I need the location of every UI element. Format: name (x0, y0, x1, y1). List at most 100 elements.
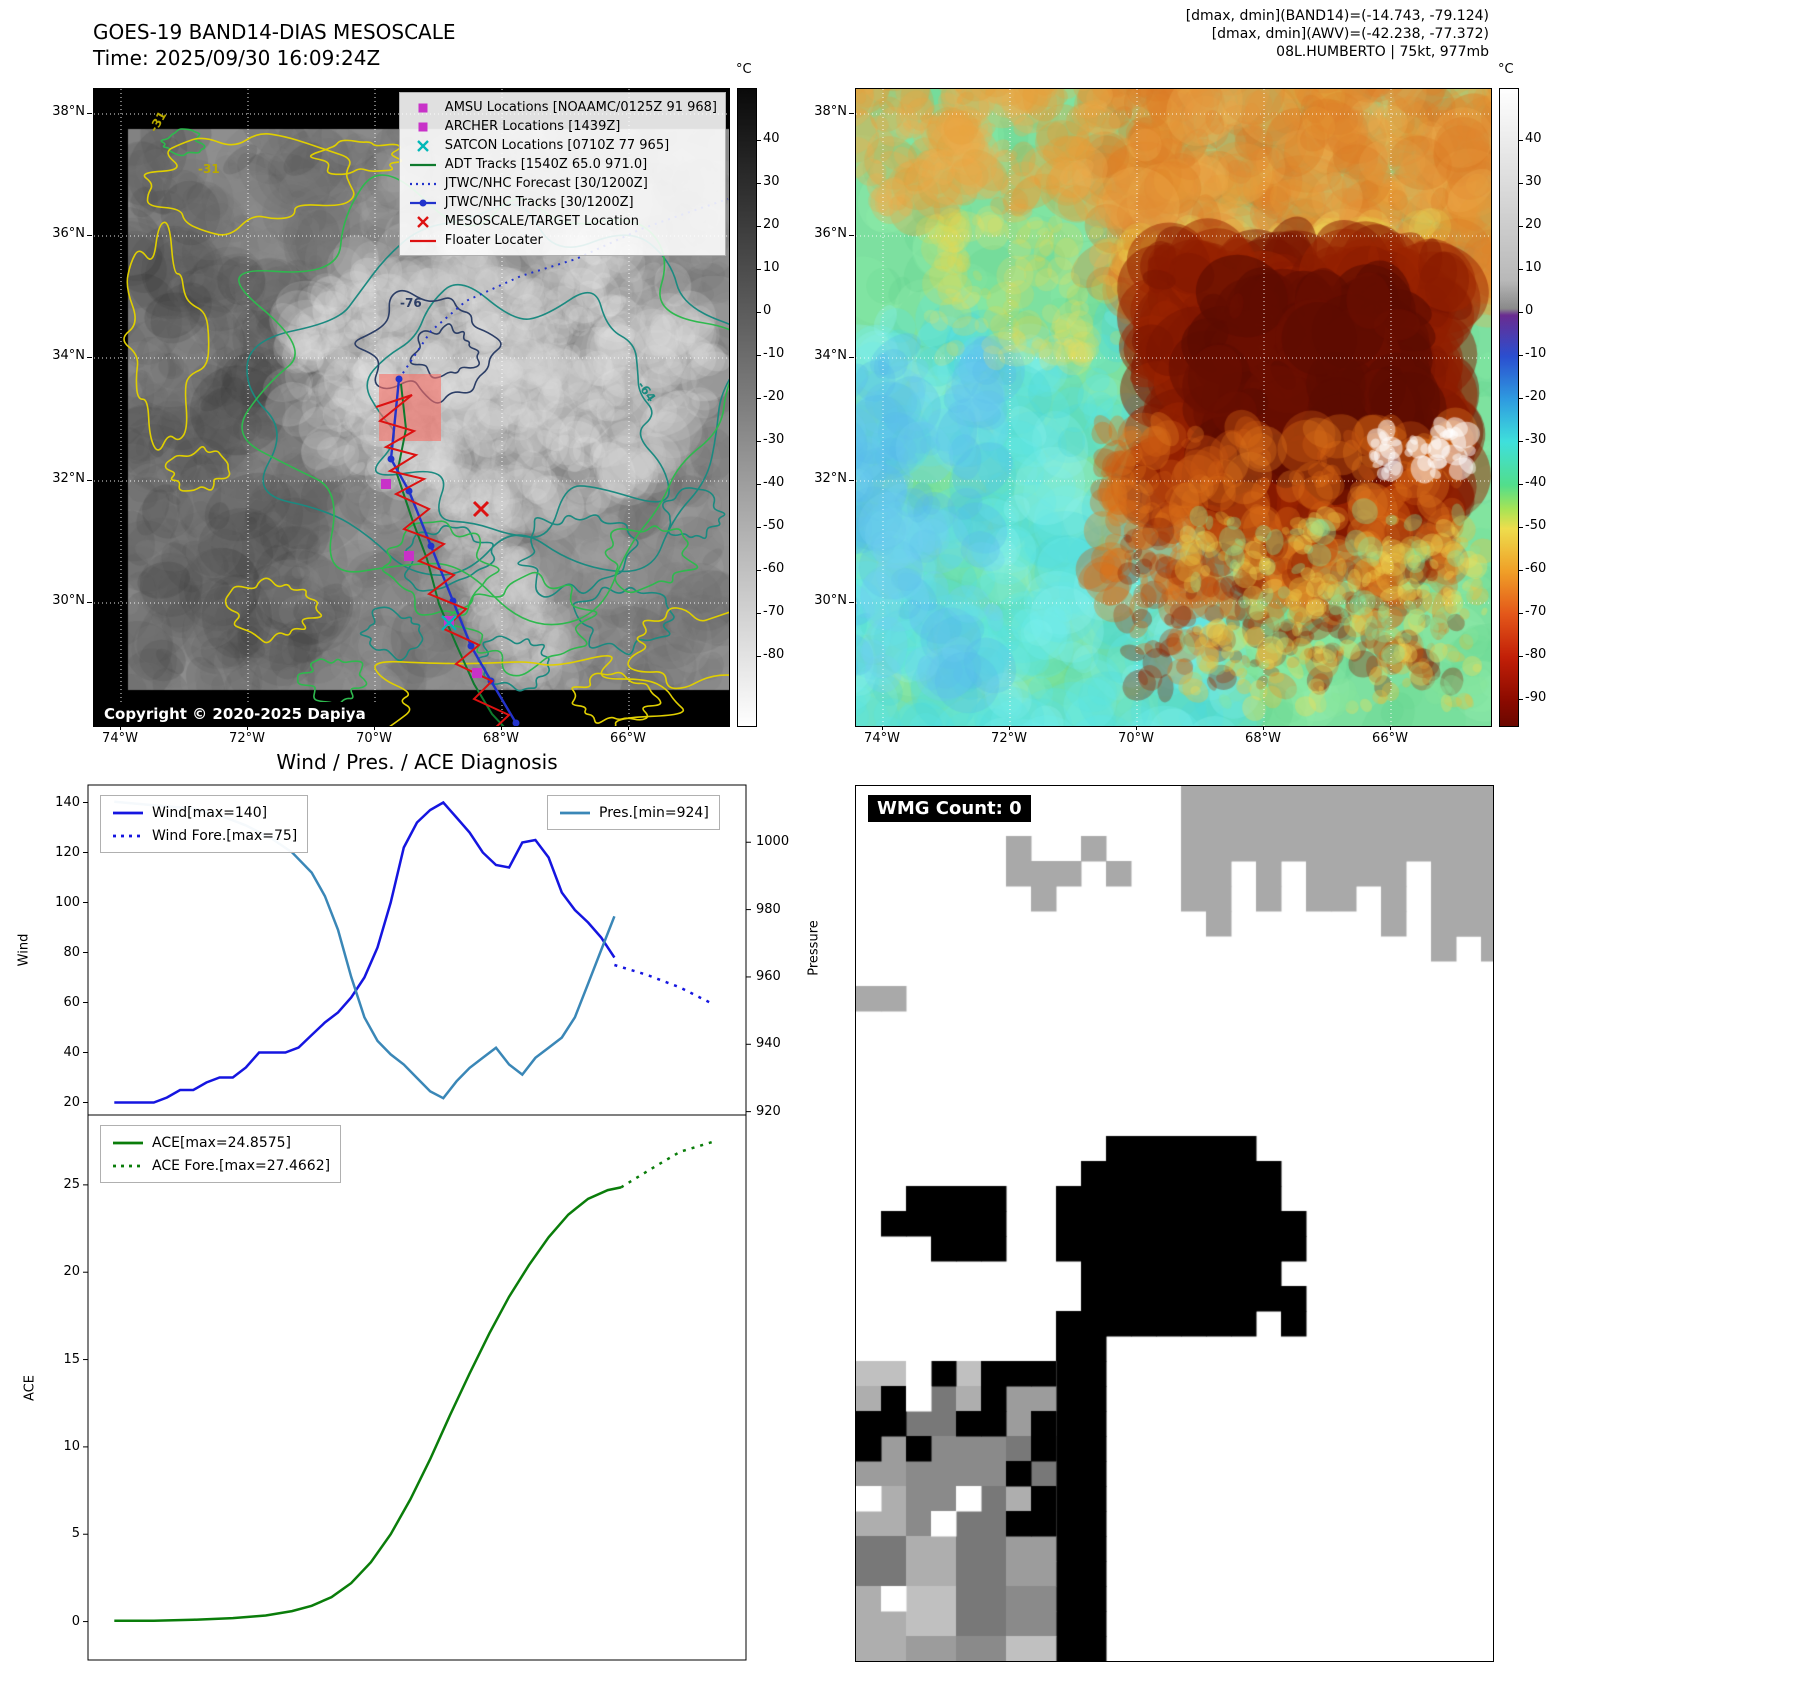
colorbar-tick-mark (1519, 225, 1523, 227)
colorbar-tick-label: 10 (763, 259, 780, 275)
legend-label: ARCHER Locations [1439Z] (444, 119, 621, 134)
ir-contour-teal (246, 203, 729, 576)
ir-contour-yellow (309, 139, 403, 176)
x-marker-icon (416, 139, 429, 152)
legend-label: ADT Tracks [1540Z 65.0 971.0] (444, 157, 648, 172)
colorbar-tick-label: -10 (763, 345, 785, 361)
legend-item: ACE[max=24.8575] (111, 1131, 330, 1154)
dmax-dmin-band14-text: [dmax, dmin](BAND14)=(-14.743, -79.124) (1185, 8, 1489, 24)
y-tick-mark (87, 357, 92, 358)
band14-colorbar (737, 88, 757, 727)
legend-item: ADT Tracks [1540Z 65.0 971.0] (408, 155, 717, 174)
jtwc-track-point (512, 719, 520, 726)
legend-label: MESOSCALE/TARGET Location (444, 214, 639, 229)
colorbar-tick-label: -70 (763, 604, 785, 620)
colorbar-tick-mark (1519, 311, 1523, 313)
x-tick-label: 70°W (1118, 731, 1154, 746)
legend-label: Pres.[min=924] (599, 804, 709, 821)
colorbar-tick-mark (1519, 354, 1523, 356)
awv-satellite-image (856, 89, 1491, 726)
colorbar-tick-label: -50 (763, 518, 785, 533)
ir-contour-green (604, 525, 699, 594)
y-tick-mark (849, 113, 854, 114)
amsu-archer-marker (404, 551, 414, 561)
colorbar-tick-label: -30 (763, 431, 785, 447)
jtwc-track-point (467, 642, 475, 650)
colorbar-tick-label: 40 (763, 130, 780, 146)
legend-item: SATCON Locations [0710Z 77 965] (408, 136, 717, 155)
pressure-tick-label: 940 (756, 1036, 781, 1052)
y-tick-label: 36°N (52, 226, 85, 241)
ace-tick-label: 25 (63, 1176, 80, 1192)
awv-map-panel (855, 88, 1492, 727)
y-tick-label: 34°N (52, 348, 85, 363)
x-tick-label: 72°W (991, 731, 1027, 746)
colorbar-tick-label: 40 (1525, 130, 1542, 146)
x-tick-label: 66°W (610, 731, 646, 746)
legend-item: ARCHER Locations [1439Z] (408, 117, 717, 136)
wind-tick-label: 60 (63, 994, 80, 1010)
legend-label: Wind[max=140] (152, 804, 268, 821)
ir-contour-yellow (571, 671, 662, 724)
legend-item: Floater Locater (408, 231, 717, 250)
legend-label: ACE[max=24.8575] (152, 1134, 292, 1151)
ace-tick-label: 20 (63, 1264, 80, 1280)
mesoscale-target-rectangle (379, 374, 441, 441)
x-tick-mark (882, 726, 883, 730)
wind-tick-label: 40 (63, 1044, 80, 1060)
ir-contour-yellow (224, 577, 323, 644)
colorbar-tick-mark (757, 656, 761, 658)
colorbar-tick-mark (1519, 483, 1523, 485)
legend-label: JTWC/NHC Tracks [30/1200Z] (444, 195, 634, 210)
y-tick-mark (87, 480, 92, 481)
x-tick-mark (247, 726, 248, 730)
line-swatch-icon (113, 1141, 143, 1144)
legend-label: ACE Fore.[max=27.4662] (152, 1157, 331, 1174)
legend-label: SATCON Locations [0710Z 77 965] (444, 138, 670, 153)
band14-panel-time: Time: 2025/09/30 16:09:24Z (93, 46, 381, 70)
awv-colorbar (1499, 88, 1519, 727)
line-swatch-icon (560, 811, 590, 814)
x-tick-mark (1136, 726, 1137, 730)
x-tick-label: 66°W (1372, 731, 1408, 746)
legend-item: JTWC/NHC Forecast [30/1200Z] (408, 174, 717, 193)
colorbar-tick-mark (1519, 440, 1523, 442)
colorbar-tick-label: -20 (1525, 388, 1547, 404)
ace-axis-label: ACE (22, 1375, 38, 1401)
colorbar-tick-mark (1519, 182, 1523, 184)
pressure-tick-label: 980 (756, 901, 781, 917)
ir-contour-teal (359, 606, 424, 662)
colorbar-tick-mark (757, 570, 761, 572)
ir-contour-green (381, 520, 500, 617)
square-marker-icon (418, 122, 428, 131)
colorbar-tick-mark (1519, 268, 1523, 270)
ir-contour-yellow (123, 221, 210, 451)
legend-item: Wind Fore.[max=75] (111, 824, 297, 847)
x-tick-mark (1263, 726, 1264, 730)
ir-contour-green (446, 571, 598, 677)
x-tick-mark (1009, 726, 1010, 730)
y-tick-label: 30°N (814, 593, 847, 608)
y-tick-mark (849, 480, 854, 481)
dotted-marker-icon (409, 182, 436, 185)
colorbar-tick-mark (757, 613, 761, 615)
colorbar-tick-mark (757, 483, 761, 485)
wind-tick-label: 80 (63, 944, 80, 960)
wind-axis-label: Wind (16, 933, 32, 967)
wmg-count-label: WMG Count: 0 (868, 795, 1031, 822)
y-tick-label: 36°N (814, 226, 847, 241)
colorbar-tick-label: 0 (1525, 302, 1534, 318)
legend-item: AMSU Locations [NOAAMC/0125Z 91 968] (408, 98, 717, 117)
legend-item: JTWC/NHC Tracks [30/1200Z] (408, 193, 717, 212)
colorbar-tick-label: -10 (1525, 345, 1547, 361)
awv-colorbar-unit: °C (1498, 62, 1514, 77)
map-legend: AMSU Locations [NOAAMC/0125Z 91 968] ARCH… (398, 92, 726, 256)
storm-intensity-text: 08L.HUMBERTO | 75kt, 977mb (1276, 44, 1489, 60)
satcon-x-marker (441, 615, 457, 631)
y-tick-label: 38°N (814, 104, 847, 119)
jtwc-track-point (427, 542, 435, 550)
ir-contour-teal (403, 525, 496, 592)
legend-item: Wind[max=140] (111, 801, 297, 824)
y-tick-label: 32°N (814, 471, 847, 486)
colorbar-tick-label: 30 (763, 173, 780, 189)
